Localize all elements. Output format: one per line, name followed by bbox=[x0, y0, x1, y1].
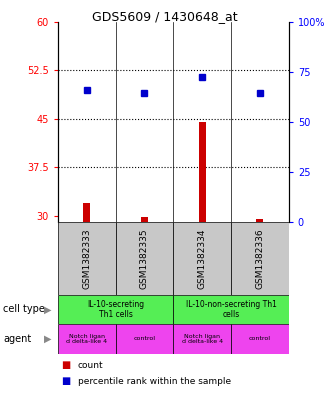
Text: control: control bbox=[249, 336, 271, 342]
Text: Notch ligan
d delta-like 4: Notch ligan d delta-like 4 bbox=[182, 334, 223, 344]
Text: IL-10-non-secreting Th1
cells: IL-10-non-secreting Th1 cells bbox=[185, 300, 277, 319]
Bar bbox=[231, 324, 289, 354]
Bar bbox=[58, 295, 173, 324]
Bar bbox=[256, 219, 263, 222]
Text: ■: ■ bbox=[61, 360, 70, 371]
Text: ■: ■ bbox=[61, 376, 70, 386]
Bar bbox=[58, 222, 115, 295]
Text: cell type: cell type bbox=[3, 305, 45, 314]
Text: GSM1382336: GSM1382336 bbox=[255, 228, 264, 289]
Text: count: count bbox=[78, 361, 103, 370]
Bar bbox=[173, 222, 231, 295]
Text: ▶: ▶ bbox=[44, 334, 51, 344]
Text: agent: agent bbox=[3, 334, 32, 344]
Text: GDS5609 / 1430648_at: GDS5609 / 1430648_at bbox=[92, 10, 238, 23]
Text: Notch ligan
d delta-like 4: Notch ligan d delta-like 4 bbox=[66, 334, 107, 344]
Bar bbox=[58, 324, 115, 354]
Text: IL-10-secreting
Th1 cells: IL-10-secreting Th1 cells bbox=[87, 300, 144, 319]
Bar bbox=[115, 324, 173, 354]
Text: control: control bbox=[133, 336, 155, 342]
Bar bbox=[141, 217, 148, 222]
Bar bbox=[173, 324, 231, 354]
Bar bbox=[115, 222, 173, 295]
Text: percentile rank within the sample: percentile rank within the sample bbox=[78, 377, 231, 386]
Bar bbox=[83, 203, 90, 222]
Text: GSM1382334: GSM1382334 bbox=[198, 228, 207, 288]
Bar bbox=[199, 122, 206, 222]
Text: ▶: ▶ bbox=[44, 305, 51, 314]
Bar bbox=[173, 295, 289, 324]
Text: GSM1382333: GSM1382333 bbox=[82, 228, 91, 289]
Bar bbox=[231, 222, 289, 295]
Text: GSM1382335: GSM1382335 bbox=[140, 228, 149, 289]
